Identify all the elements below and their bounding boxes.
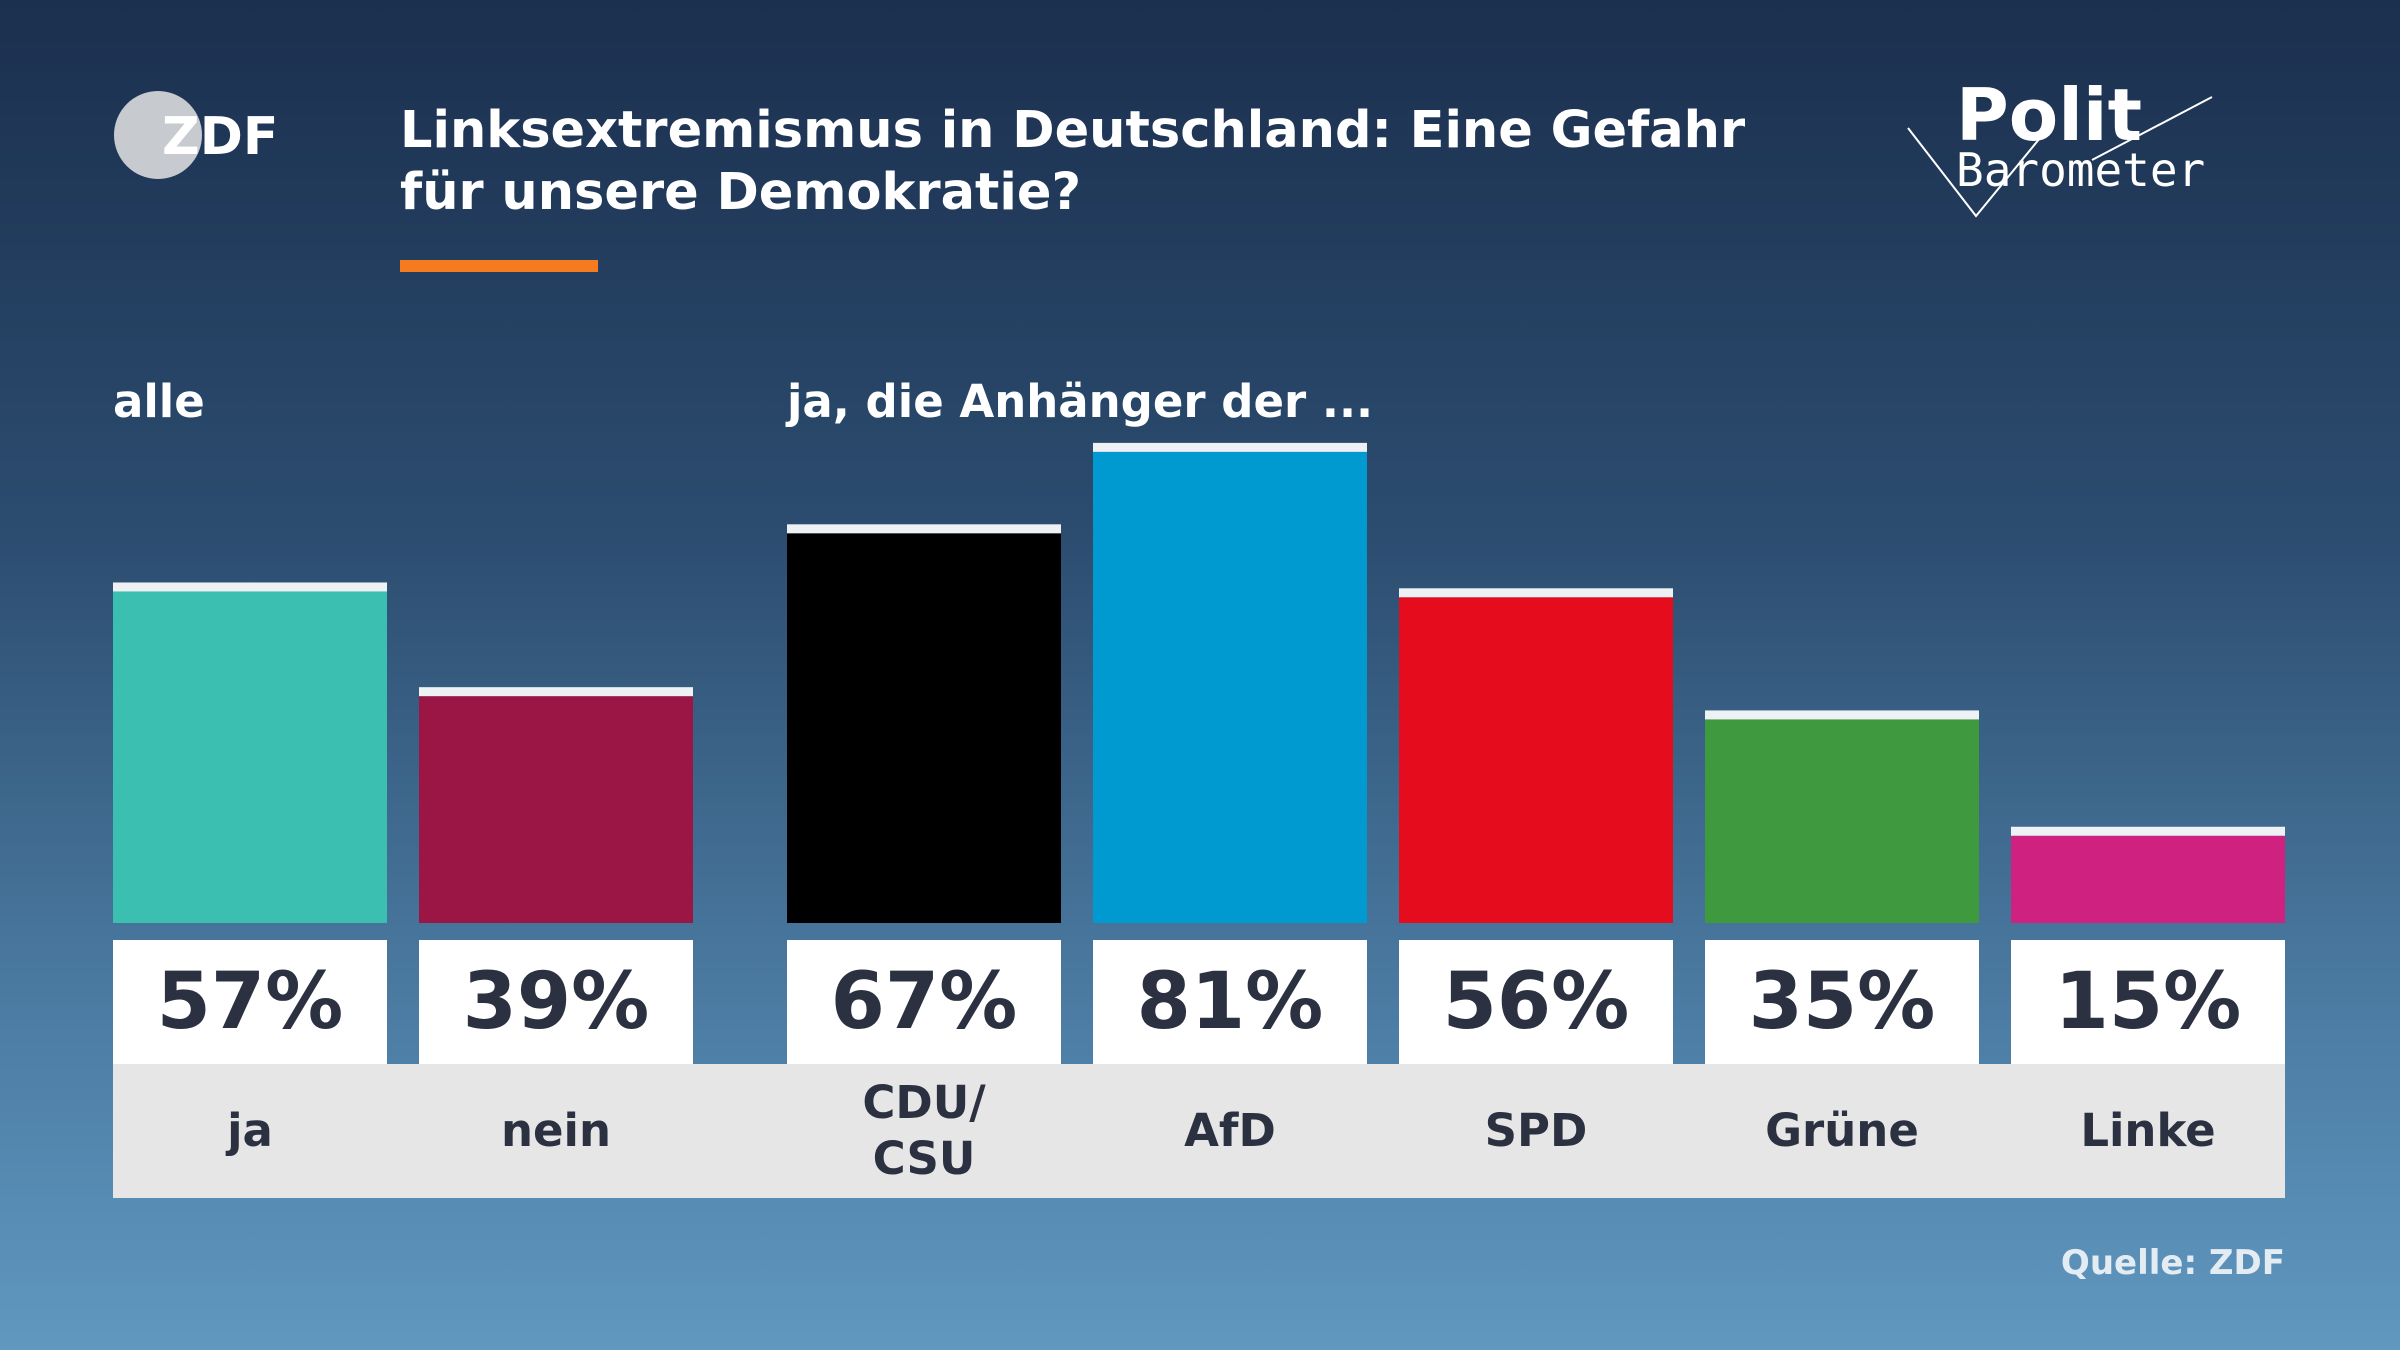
value-box [1705, 940, 1979, 1064]
bar-cap [1705, 710, 1979, 720]
value-label: 15% [2054, 957, 2242, 1047]
value-label: 56% [1442, 957, 1630, 1047]
value-label: 81% [1136, 957, 1324, 1047]
value-label: 39% [462, 957, 650, 1047]
brand-line1: Polit [1956, 73, 2142, 157]
category-label: AfD [1184, 1104, 1276, 1157]
chart-title: Linksextremismus in Deutschland: Eine Ge… [400, 101, 1746, 222]
value-label: 67% [830, 957, 1018, 1047]
value-box [419, 940, 693, 1064]
value-box [1093, 940, 1367, 1064]
bar-cap [787, 524, 1061, 534]
category-band [113, 1064, 2285, 1198]
category-label: SPD [1484, 1104, 1588, 1157]
logo-circle [114, 91, 202, 179]
bar [787, 533, 1061, 923]
category-label: ja [227, 1104, 273, 1157]
category-label: nein [500, 1104, 612, 1157]
bar [1705, 719, 1979, 923]
value-label: 57% [156, 957, 344, 1047]
category-label: Grüne [1765, 1104, 1919, 1157]
value-box [2011, 940, 2285, 1064]
bar [113, 591, 387, 923]
group-label: ja, die Anhänger der ... [787, 375, 1374, 428]
title-underline [400, 260, 598, 272]
value-box [787, 940, 1061, 1064]
bar [419, 696, 693, 923]
group-label: alle [113, 375, 205, 428]
bar [1399, 597, 1673, 923]
logo: ZDF [162, 107, 278, 167]
bars [113, 442, 2285, 1064]
bar-cap [1093, 442, 1367, 452]
bar [2011, 835, 2285, 923]
bar-cap [419, 687, 693, 697]
category-label: CDU/ CSU [862, 1076, 986, 1185]
value-label: 35% [1748, 957, 1936, 1047]
source: Quelle: ZDF [2060, 1243, 2285, 1283]
value-box [1399, 940, 1673, 1064]
bar-cap [113, 582, 387, 592]
bar-cap [2011, 826, 2285, 836]
category-label: Linke [2080, 1104, 2216, 1157]
value-box [113, 940, 387, 1064]
bar [1093, 451, 1367, 923]
brand-check [1907, 127, 2041, 218]
bar-cap [1399, 588, 1673, 598]
brand-check [2091, 96, 2213, 161]
brand-line2: Barometer [1956, 143, 2205, 197]
